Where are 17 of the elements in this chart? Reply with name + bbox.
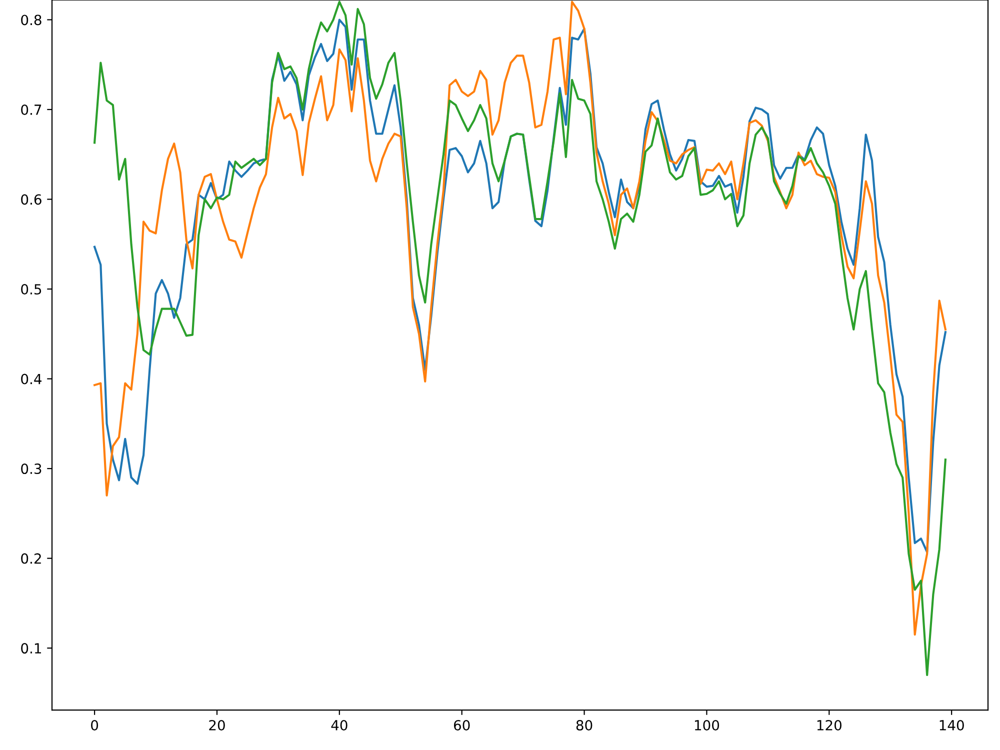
x-tick-label: 100	[694, 720, 720, 730]
y-tick-label: 0.5	[21, 284, 42, 295]
line-series	[94, 18, 946, 554]
y-tick-label: 0.4	[21, 374, 42, 384]
y-tick-label: 0.7	[21, 104, 42, 115]
y-tick-label: 0.8	[21, 14, 42, 26]
x-tick-label: 60	[454, 720, 470, 730]
x-tick-label: 0	[91, 720, 98, 730]
x-tick-label: 120	[817, 720, 842, 730]
y-tick-label: 0.1	[21, 643, 41, 654]
y-tick-label: 0.2	[21, 553, 41, 564]
y-tick-label: 0.6	[21, 194, 42, 205]
x-tick-label: 140	[940, 720, 964, 730]
y-tick-label: 0.3	[21, 464, 42, 474]
x-tick-label: 40	[331, 720, 348, 730]
x-tick-label: 20	[209, 720, 225, 730]
x-tick-label: 80	[576, 720, 592, 730]
